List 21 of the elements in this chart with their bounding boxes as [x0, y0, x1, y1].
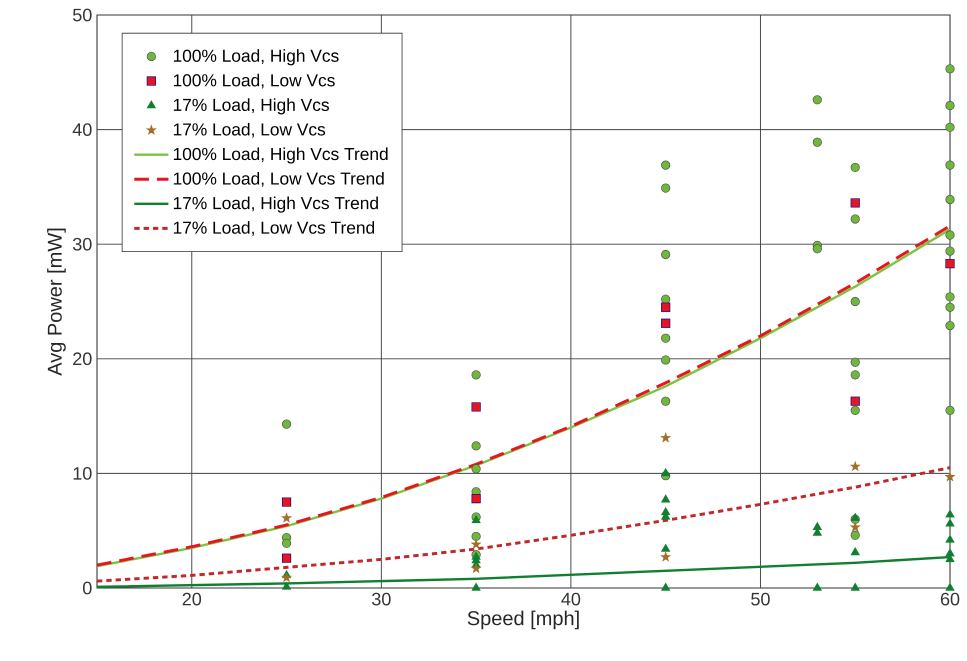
legend-label: 100% Load, High Vcs Trend [174, 147, 388, 164]
legend-label: 100% Load, Low Vcs Trend [174, 172, 384, 187]
legend-label: 17% Load, High Vcs [174, 98, 329, 114]
y-axis-title: Avg Power [mW] [47, 228, 66, 376]
y-tick-label: 20 [73, 352, 92, 366]
legend-label: 17% Load, Low Vcs [174, 122, 326, 138]
x-tick-label: 50 [751, 592, 770, 606]
x-tick-label: 40 [561, 592, 580, 606]
legend-label: 17% Load, High Vcs Trend [174, 196, 378, 213]
y-tick-label: 40 [72, 123, 92, 136]
x-tick-label: 60 [940, 592, 960, 606]
x-tick-label: 30 [372, 592, 391, 606]
legend-label: 100% Load, Low Vcs [174, 74, 335, 88]
y-tick-label: 0 [82, 582, 92, 594]
legend-label: 100% Load, High Vcs [174, 49, 339, 66]
y-tick-label: 50 [72, 8, 92, 22]
x-axis-title: Speed [mph] [468, 610, 579, 630]
x-tick-label: 20 [182, 592, 202, 606]
y-tick-label: 30 [72, 238, 92, 251]
y-tick-label: 10 [74, 467, 92, 480]
legend-label: 17% Load, Low Vcs Trend [174, 221, 374, 236]
